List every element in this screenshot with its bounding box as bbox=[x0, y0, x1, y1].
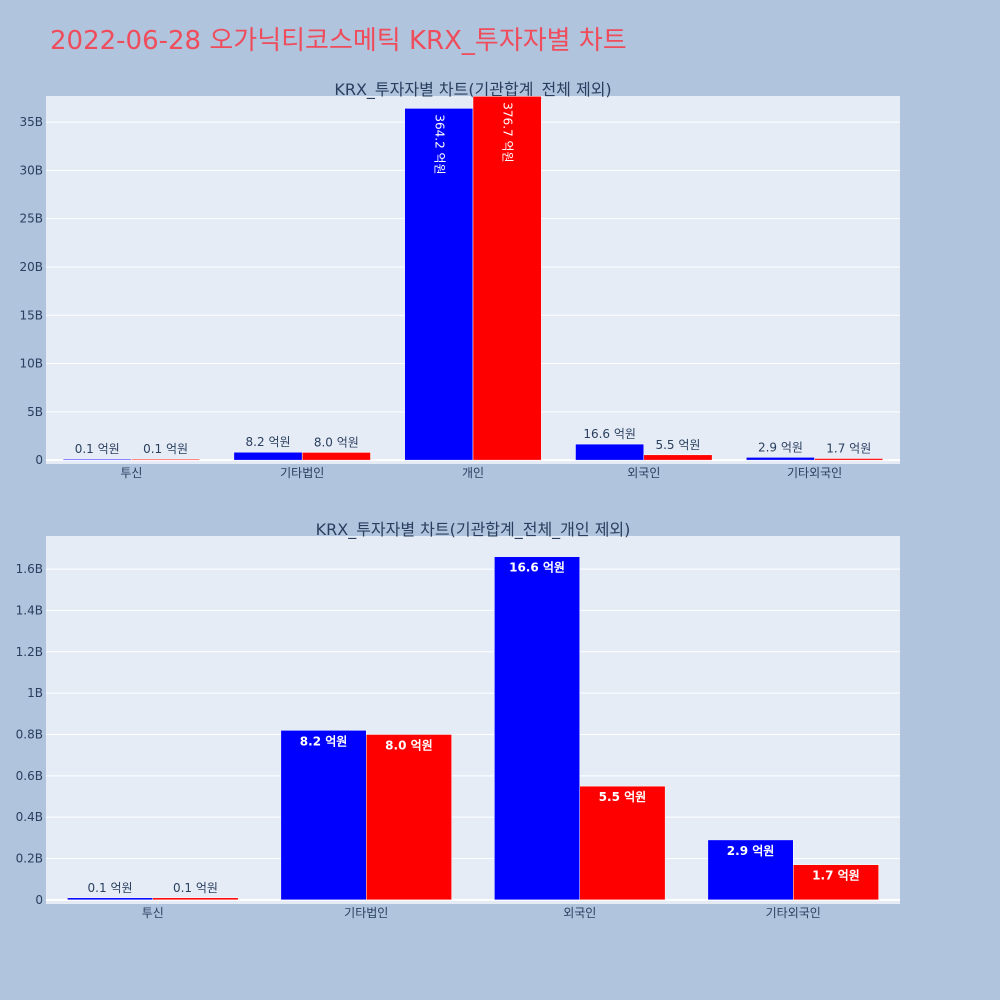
bar-sell bbox=[366, 734, 452, 901]
x-tick-label: 투신 bbox=[120, 466, 142, 480]
x-tick-label: 기타외국인 bbox=[787, 466, 842, 480]
y-tick-label: 15B bbox=[19, 308, 43, 322]
y-tick-label: 25B bbox=[19, 212, 43, 226]
y-tick-label: 1.2B bbox=[16, 645, 43, 659]
data-label: 0.1 억원 bbox=[75, 442, 120, 456]
bar-buy bbox=[575, 443, 645, 461]
data-label: 0.1 억원 bbox=[173, 881, 218, 895]
data-label: 8.0 억원 bbox=[314, 435, 359, 449]
bar-sell bbox=[131, 458, 200, 461]
data-label: 5.5 억원 bbox=[655, 438, 700, 452]
data-label: 1.7 억원 bbox=[826, 441, 871, 455]
y-tick-label: 0.6B bbox=[16, 769, 43, 783]
y-tick-label: 1.4B bbox=[16, 603, 43, 617]
data-label: 16.6 억원 bbox=[509, 561, 565, 575]
bar-sell bbox=[793, 864, 879, 901]
data-label: 5.5 억원 bbox=[599, 790, 647, 804]
bar-buy bbox=[746, 457, 815, 461]
x-tick-label: 기타법인 bbox=[344, 906, 388, 920]
y-tick-label: 1.6B bbox=[16, 562, 43, 576]
data-label: 0.1 억원 bbox=[143, 442, 188, 456]
chart-title: KRX_투자자별 차트(기관합계_전체_개인 제외) bbox=[316, 520, 631, 540]
bar-sell bbox=[472, 96, 542, 461]
x-tick-label: 외국인 bbox=[627, 466, 660, 480]
data-label: 364.2 억원 bbox=[432, 114, 446, 174]
x-tick-label: 투신 bbox=[142, 906, 164, 920]
x-tick-label: 개인 bbox=[462, 466, 484, 480]
y-tick-label: 0.2B bbox=[16, 852, 43, 866]
y-tick-label: 0 bbox=[35, 893, 43, 907]
y-tick-label: 20B bbox=[19, 260, 43, 274]
y-tick-label: 5B bbox=[27, 405, 43, 419]
bar-buy bbox=[707, 839, 794, 901]
chart-panel-2: 0 0.2B 0.4B 0.6B 0.8B 1B 1.2B 1.4B 1.6B KRX_투자자별 … bbox=[16, 520, 900, 920]
data-label: 8.2 억원 bbox=[246, 435, 291, 449]
data-label: 8.2 억원 bbox=[300, 734, 348, 748]
data-label: 2.9 억원 bbox=[727, 844, 775, 858]
bar-buy bbox=[280, 730, 367, 901]
bar-sell bbox=[579, 785, 666, 901]
bar-buy bbox=[62, 458, 132, 461]
data-label: 16.6 억원 bbox=[583, 427, 636, 441]
y-tick-label: 0 bbox=[35, 453, 43, 467]
y-tick-label: 1B bbox=[27, 686, 43, 700]
bar-buy bbox=[494, 556, 581, 901]
y-tick-label: 0.4B bbox=[16, 810, 43, 824]
bar-sell bbox=[301, 452, 371, 461]
data-label: 0.1 억원 bbox=[88, 881, 133, 895]
x-tick-label: 기타외국인 bbox=[766, 906, 821, 920]
page-title: 2022-06-28 오가닉티코스메틱 KRX_투자자별 차트 bbox=[50, 26, 627, 56]
bar-sell bbox=[643, 454, 713, 461]
bar-buy bbox=[233, 451, 303, 461]
y-tick-label: 0.8B bbox=[16, 727, 43, 741]
x-tick-label: 외국인 bbox=[563, 906, 596, 920]
bar-buy bbox=[67, 897, 153, 901]
bar-buy bbox=[404, 108, 474, 461]
y-tick-label: 30B bbox=[19, 163, 43, 177]
x-tick-label: 기타법인 bbox=[280, 466, 324, 480]
chart-title: KRX_투자자별 차트(기관합계_전체 제외) bbox=[334, 80, 611, 100]
chart-panel-1: 0 5B 10B 15B 20B 25B 30B 35B KRX_투자자별 차트(기관합계_전체… bbox=[19, 80, 900, 480]
bar-sell bbox=[814, 458, 884, 461]
data-label: 376.7 억원 bbox=[501, 102, 515, 162]
y-tick-label: 10B bbox=[19, 357, 43, 371]
bar-sell bbox=[152, 897, 239, 901]
data-label: 8.0 억원 bbox=[385, 738, 433, 752]
data-label: 1.7 억원 bbox=[812, 869, 860, 883]
y-tick-label: 35B bbox=[19, 115, 43, 129]
data-label: 2.9 억원 bbox=[758, 440, 803, 454]
